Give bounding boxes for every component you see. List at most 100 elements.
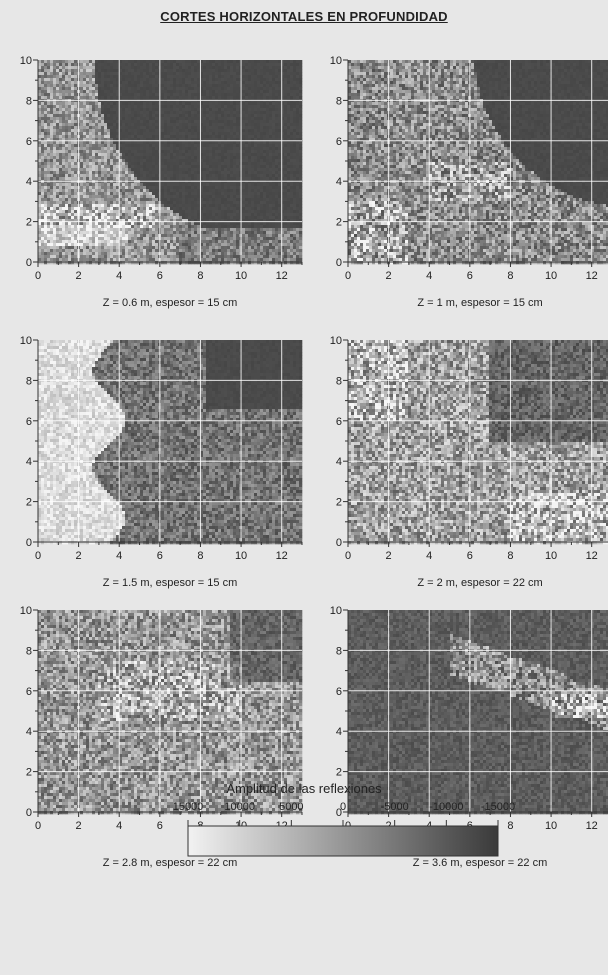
y-tick-label: 8 (336, 95, 342, 107)
x-tick-label: 2 (386, 270, 392, 282)
colorbar-tick-label: 0 (340, 801, 346, 813)
x-tick-label: 4 (116, 820, 122, 832)
y-tick-label: 0 (26, 537, 32, 549)
y-tick-label: 10 (330, 335, 342, 347)
y-tick-label: 8 (26, 375, 32, 387)
x-tick-label: 2 (386, 550, 392, 562)
y-tick-label: 8 (26, 645, 32, 657)
heatmap-panel-1: 0 2 4 6 8 10 12 0 2 4 6 8 10 (10, 55, 310, 355)
x-tick-label: 8 (507, 820, 513, 832)
panel-caption-3: Z = 1.5 m, espesor = 15 cm (20, 577, 320, 589)
y-tick-label: 6 (26, 136, 32, 148)
y-tick-label: 2 (336, 767, 342, 779)
y-tick-label: 2 (336, 217, 342, 229)
heatmap-panel-4: 0 2 4 6 8 10 12 0 2 4 6 8 10 (320, 335, 608, 635)
heatmap-svg-2: 0 2 4 6 8 10 12 0 2 4 6 8 10 (330, 55, 608, 282)
colorbar: 15000 10000 5000 0 -5000 -10000 -15000 (173, 801, 515, 857)
x-tick-label: 6 (157, 550, 163, 562)
x-tick-label: 12 (586, 270, 598, 282)
x-tick-label: 6 (467, 270, 473, 282)
y-tick-label: 4 (26, 176, 32, 188)
x-tick-label: 4 (426, 550, 432, 562)
y-tick-label: 6 (336, 136, 342, 148)
y-tick-label: 8 (26, 95, 32, 107)
colorbar-tick-label: -5000 (381, 801, 409, 813)
y-tick-label: 8 (336, 375, 342, 387)
y-tick-label: 10 (20, 55, 32, 67)
y-tick-label: 4 (26, 456, 32, 468)
panel-caption-1: Z = 0.6 m, espesor = 15 cm (20, 297, 320, 309)
x-tick-label: 12 (586, 550, 598, 562)
y-tick-label: 10 (20, 605, 32, 617)
x-tick-label: 8 (197, 550, 203, 562)
y-tick-label: 6 (26, 686, 32, 698)
x-tick-label: 4 (116, 270, 122, 282)
x-tick-label: 10 (235, 550, 247, 562)
y-tick-label: 0 (26, 807, 32, 819)
colorbar-tick-label: 10000 (224, 801, 255, 813)
x-tick-label: 6 (157, 820, 163, 832)
y-tick-label: 4 (336, 726, 342, 738)
x-tick-label: 12 (276, 270, 288, 282)
colorbar-tick-label: -15000 (481, 801, 515, 813)
y-tick-label: 2 (26, 767, 32, 779)
y-tick-label: 2 (26, 217, 32, 229)
x-tick-label: 0 (345, 550, 351, 562)
x-tick-label: 2 (76, 270, 82, 282)
y-tick-label: 10 (20, 335, 32, 347)
x-tick-label: 0 (345, 270, 351, 282)
x-tick-label: 0 (35, 550, 41, 562)
y-tick-label: 6 (336, 416, 342, 428)
x-tick-label: 4 (426, 270, 432, 282)
heatmap-field (38, 60, 303, 265)
x-tick-label: 2 (76, 820, 82, 832)
x-tick-label: 8 (197, 270, 203, 282)
colorbar-title: Amplitud de las reflexiones (0, 781, 608, 796)
heatmap-panel-2: 0 2 4 6 8 10 12 0 2 4 6 8 10 (320, 55, 608, 355)
panel-caption-6: Z = 3.6 m, espesor = 22 cm (330, 857, 608, 869)
x-tick-label: 0 (35, 270, 41, 282)
x-tick-label: 8 (507, 270, 513, 282)
y-tick-label: 6 (26, 416, 32, 428)
x-tick-label: 10 (235, 270, 247, 282)
colorbar-tick-label: -10000 (429, 801, 463, 813)
y-tick-label: 10 (330, 55, 342, 67)
y-tick-label: 0 (336, 537, 342, 549)
heatmap-field (348, 610, 608, 815)
y-tick-label: 0 (26, 257, 32, 269)
y-tick-label: 8 (336, 645, 342, 657)
x-tick-label: 6 (157, 270, 163, 282)
panel-caption-5: Z = 2.8 m, espesor = 22 cm (20, 857, 320, 869)
colorbar-gradient (187, 825, 499, 857)
x-tick-label: 4 (116, 550, 122, 562)
y-tick-label: 4 (336, 176, 342, 188)
y-tick-label: 4 (336, 456, 342, 468)
y-tick-label: 2 (26, 497, 32, 509)
heatmap-field (348, 60, 608, 265)
colorbar-tick-label: 5000 (279, 801, 303, 813)
x-tick-label: 0 (35, 820, 41, 832)
x-tick-label: 2 (76, 550, 82, 562)
x-tick-label: 6 (467, 550, 473, 562)
x-tick-label: 10 (545, 820, 557, 832)
y-tick-label: 4 (26, 726, 32, 738)
colorbar-tick-label: 15000 (173, 801, 204, 813)
x-tick-label: 10 (545, 270, 557, 282)
heatmap-field (348, 340, 608, 545)
heatmap-svg-4: 0 2 4 6 8 10 12 0 2 4 6 8 10 (330, 335, 608, 562)
panel-caption-2: Z = 1 m, espesor = 15 cm (330, 297, 608, 309)
x-tick-label: 10 (545, 550, 557, 562)
x-tick-label: 12 (586, 820, 598, 832)
y-tick-label: 2 (336, 497, 342, 509)
y-tick-label: 0 (336, 807, 342, 819)
heatmap-svg-1: 0 2 4 6 8 10 12 0 2 4 6 8 10 (20, 55, 303, 282)
y-tick-label: 6 (336, 686, 342, 698)
panel-caption-4: Z = 2 m, espesor = 22 cm (330, 577, 608, 589)
y-tick-label: 0 (336, 257, 342, 269)
x-tick-label: 12 (276, 550, 288, 562)
heatmap-field (38, 340, 303, 545)
